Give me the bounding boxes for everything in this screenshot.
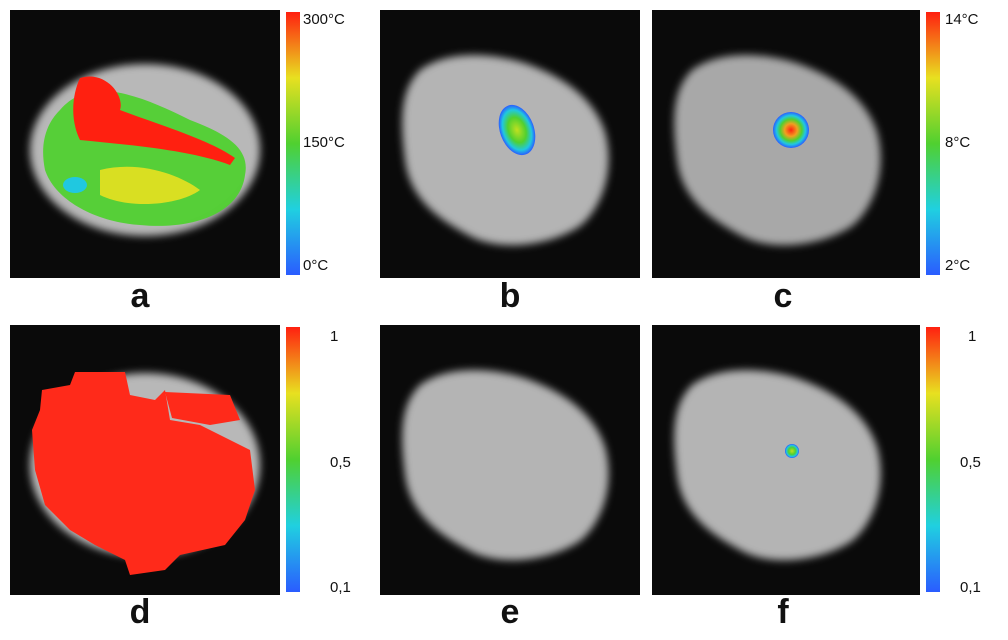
colorbar-label: 150°C [303, 134, 345, 151]
colorbar-label: 0,1 [330, 579, 351, 596]
colorbar-label: 0,5 [960, 454, 981, 471]
overlay [773, 112, 809, 148]
colorbar-label: 1 [968, 328, 976, 345]
figure: 300°C 150°C 0°C a b 14°C 8°C 2°C c 1 0,5… [0, 0, 1008, 635]
panel-d: 1 0,5 0,1 d [10, 325, 351, 631]
overlay-cool [63, 177, 87, 193]
colorbar [926, 12, 940, 275]
panel-letter: c [774, 277, 793, 315]
colorbar-label: 8°C [945, 134, 970, 151]
colorbar-label: 1 [330, 328, 338, 345]
colorbar-label: 0°C [303, 257, 328, 274]
panel-letter: f [777, 593, 789, 631]
colorbar-label: 300°C [303, 11, 345, 28]
panel-letter: d [130, 593, 151, 631]
colorbar-label: 0,5 [330, 454, 351, 471]
overlay [785, 444, 799, 458]
panel-letter: e [501, 593, 520, 631]
panel-letter: b [500, 277, 521, 315]
colorbar-label: 0,1 [960, 579, 981, 596]
colorbar [286, 327, 300, 592]
colorbar [926, 327, 940, 592]
panel-c: 14°C 8°C 2°C c [652, 10, 979, 315]
panel-a: 300°C 150°C 0°C a [10, 10, 345, 315]
panel-letter: a [131, 277, 151, 315]
panel-f: 1 0,5 0,1 f [652, 325, 981, 631]
panel-b: b [380, 10, 640, 315]
colorbar-label: 2°C [945, 257, 970, 274]
colorbar-label: 14°C [945, 11, 979, 28]
colorbar [286, 12, 300, 275]
panel-e: e [380, 325, 640, 631]
